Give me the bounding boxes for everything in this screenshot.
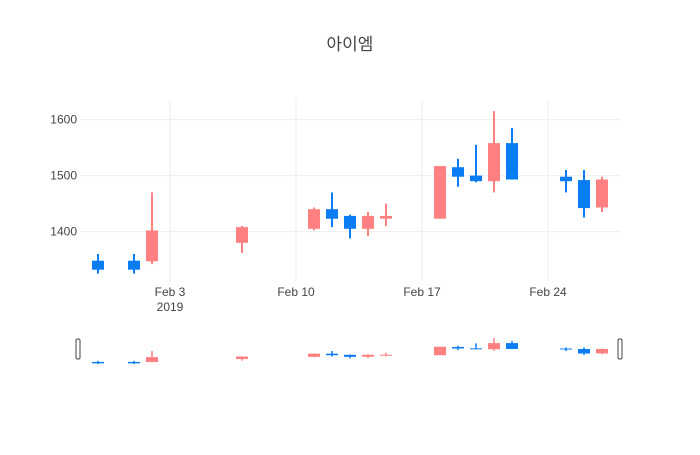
slider-candle-body xyxy=(506,343,518,349)
slider-candle-decreasing xyxy=(326,351,338,357)
range-slider-left-handle[interactable] xyxy=(75,338,81,360)
slider-candle-body xyxy=(308,353,320,357)
slider-candle-body xyxy=(362,354,374,357)
candle-increasing xyxy=(146,192,158,265)
slider-candle-body xyxy=(470,348,482,350)
candle-body xyxy=(488,143,500,182)
slider-candle-increasing xyxy=(236,356,248,361)
candle-increasing xyxy=(308,207,320,231)
candle-decreasing xyxy=(560,170,572,193)
candle-body xyxy=(236,227,248,243)
candle-decreasing xyxy=(452,158,464,187)
slider-candle-body xyxy=(236,356,248,360)
candle-body xyxy=(596,179,608,208)
candle-body xyxy=(308,209,320,229)
x-tick-label: Feb 10 xyxy=(277,285,315,299)
candle-decreasing xyxy=(326,192,338,228)
slider-candle-body xyxy=(146,357,158,363)
candle-body xyxy=(452,167,464,177)
candle-body xyxy=(326,209,338,219)
candle-decreasing xyxy=(344,214,356,239)
slider-candle-body xyxy=(578,349,590,354)
slider-candle-decreasing xyxy=(578,347,590,356)
slider-candle-increasing xyxy=(308,353,320,358)
slider-candle-body xyxy=(488,343,500,350)
y-tick-label: 1600 xyxy=(50,113,77,127)
slider-candle-body xyxy=(380,354,392,356)
slider-candle-body xyxy=(128,361,140,364)
slider-candle-increasing xyxy=(434,346,446,356)
slider-candle-decreasing xyxy=(344,354,356,359)
slider-candle-increasing xyxy=(488,338,500,351)
slider-candle-decreasing xyxy=(452,345,464,351)
candle-body xyxy=(380,215,392,219)
slider-candle-decreasing xyxy=(470,343,482,350)
candle-body xyxy=(92,260,104,270)
x-tick-label: Feb 24 xyxy=(529,285,567,299)
candle-decreasing xyxy=(128,254,140,274)
candle-layer xyxy=(92,111,608,274)
slider-candle-increasing xyxy=(362,354,374,358)
candle-increasing xyxy=(488,111,500,193)
slider-candle-body xyxy=(560,348,572,350)
candle-body xyxy=(506,143,518,180)
candle-body xyxy=(362,215,374,229)
slider-candle-increasing xyxy=(146,351,158,363)
candle-increasing xyxy=(596,176,608,212)
slider-candle-body xyxy=(326,353,338,356)
chart-title: 아이엠 xyxy=(326,35,374,55)
slider-candle-decreasing xyxy=(506,340,518,349)
slider-candle-increasing xyxy=(596,348,608,355)
x-tick-label: Feb 17 xyxy=(403,285,441,299)
range-slider-right-handle[interactable] xyxy=(617,338,623,360)
x-tick-label: Feb 3 xyxy=(155,285,186,299)
y-tick-label: 1500 xyxy=(50,169,77,183)
grid-layer xyxy=(80,100,620,282)
candle-body xyxy=(560,176,572,182)
candle-increasing xyxy=(362,212,374,237)
y-tick-label: 1400 xyxy=(50,225,77,239)
slider-candle-decreasing xyxy=(128,360,140,364)
slider-candle-body xyxy=(434,346,446,356)
candle-body xyxy=(128,260,140,270)
candle-body xyxy=(470,175,482,182)
slider-candle-body xyxy=(344,354,356,357)
slider-candle-increasing xyxy=(380,352,392,357)
slider-candle-body xyxy=(596,348,608,354)
candle-body xyxy=(146,230,158,262)
slider-candle-decreasing xyxy=(92,360,104,364)
candle-body xyxy=(434,166,446,219)
range-slider[interactable] xyxy=(75,338,623,364)
candle-decreasing xyxy=(92,254,104,274)
slider-candle-decreasing xyxy=(560,347,572,351)
candle-decreasing xyxy=(578,170,590,218)
candle-increasing xyxy=(380,203,392,226)
candle-increasing xyxy=(434,166,446,219)
candle-increasing xyxy=(236,226,248,253)
candle-decreasing xyxy=(506,128,518,180)
candle-body xyxy=(578,180,590,209)
candle-body xyxy=(344,215,356,229)
x-tick-sublabel: 2019 xyxy=(157,300,184,314)
slider-candle-body xyxy=(92,361,104,364)
candle-decreasing xyxy=(470,144,482,183)
slider-candle-body xyxy=(452,346,464,349)
